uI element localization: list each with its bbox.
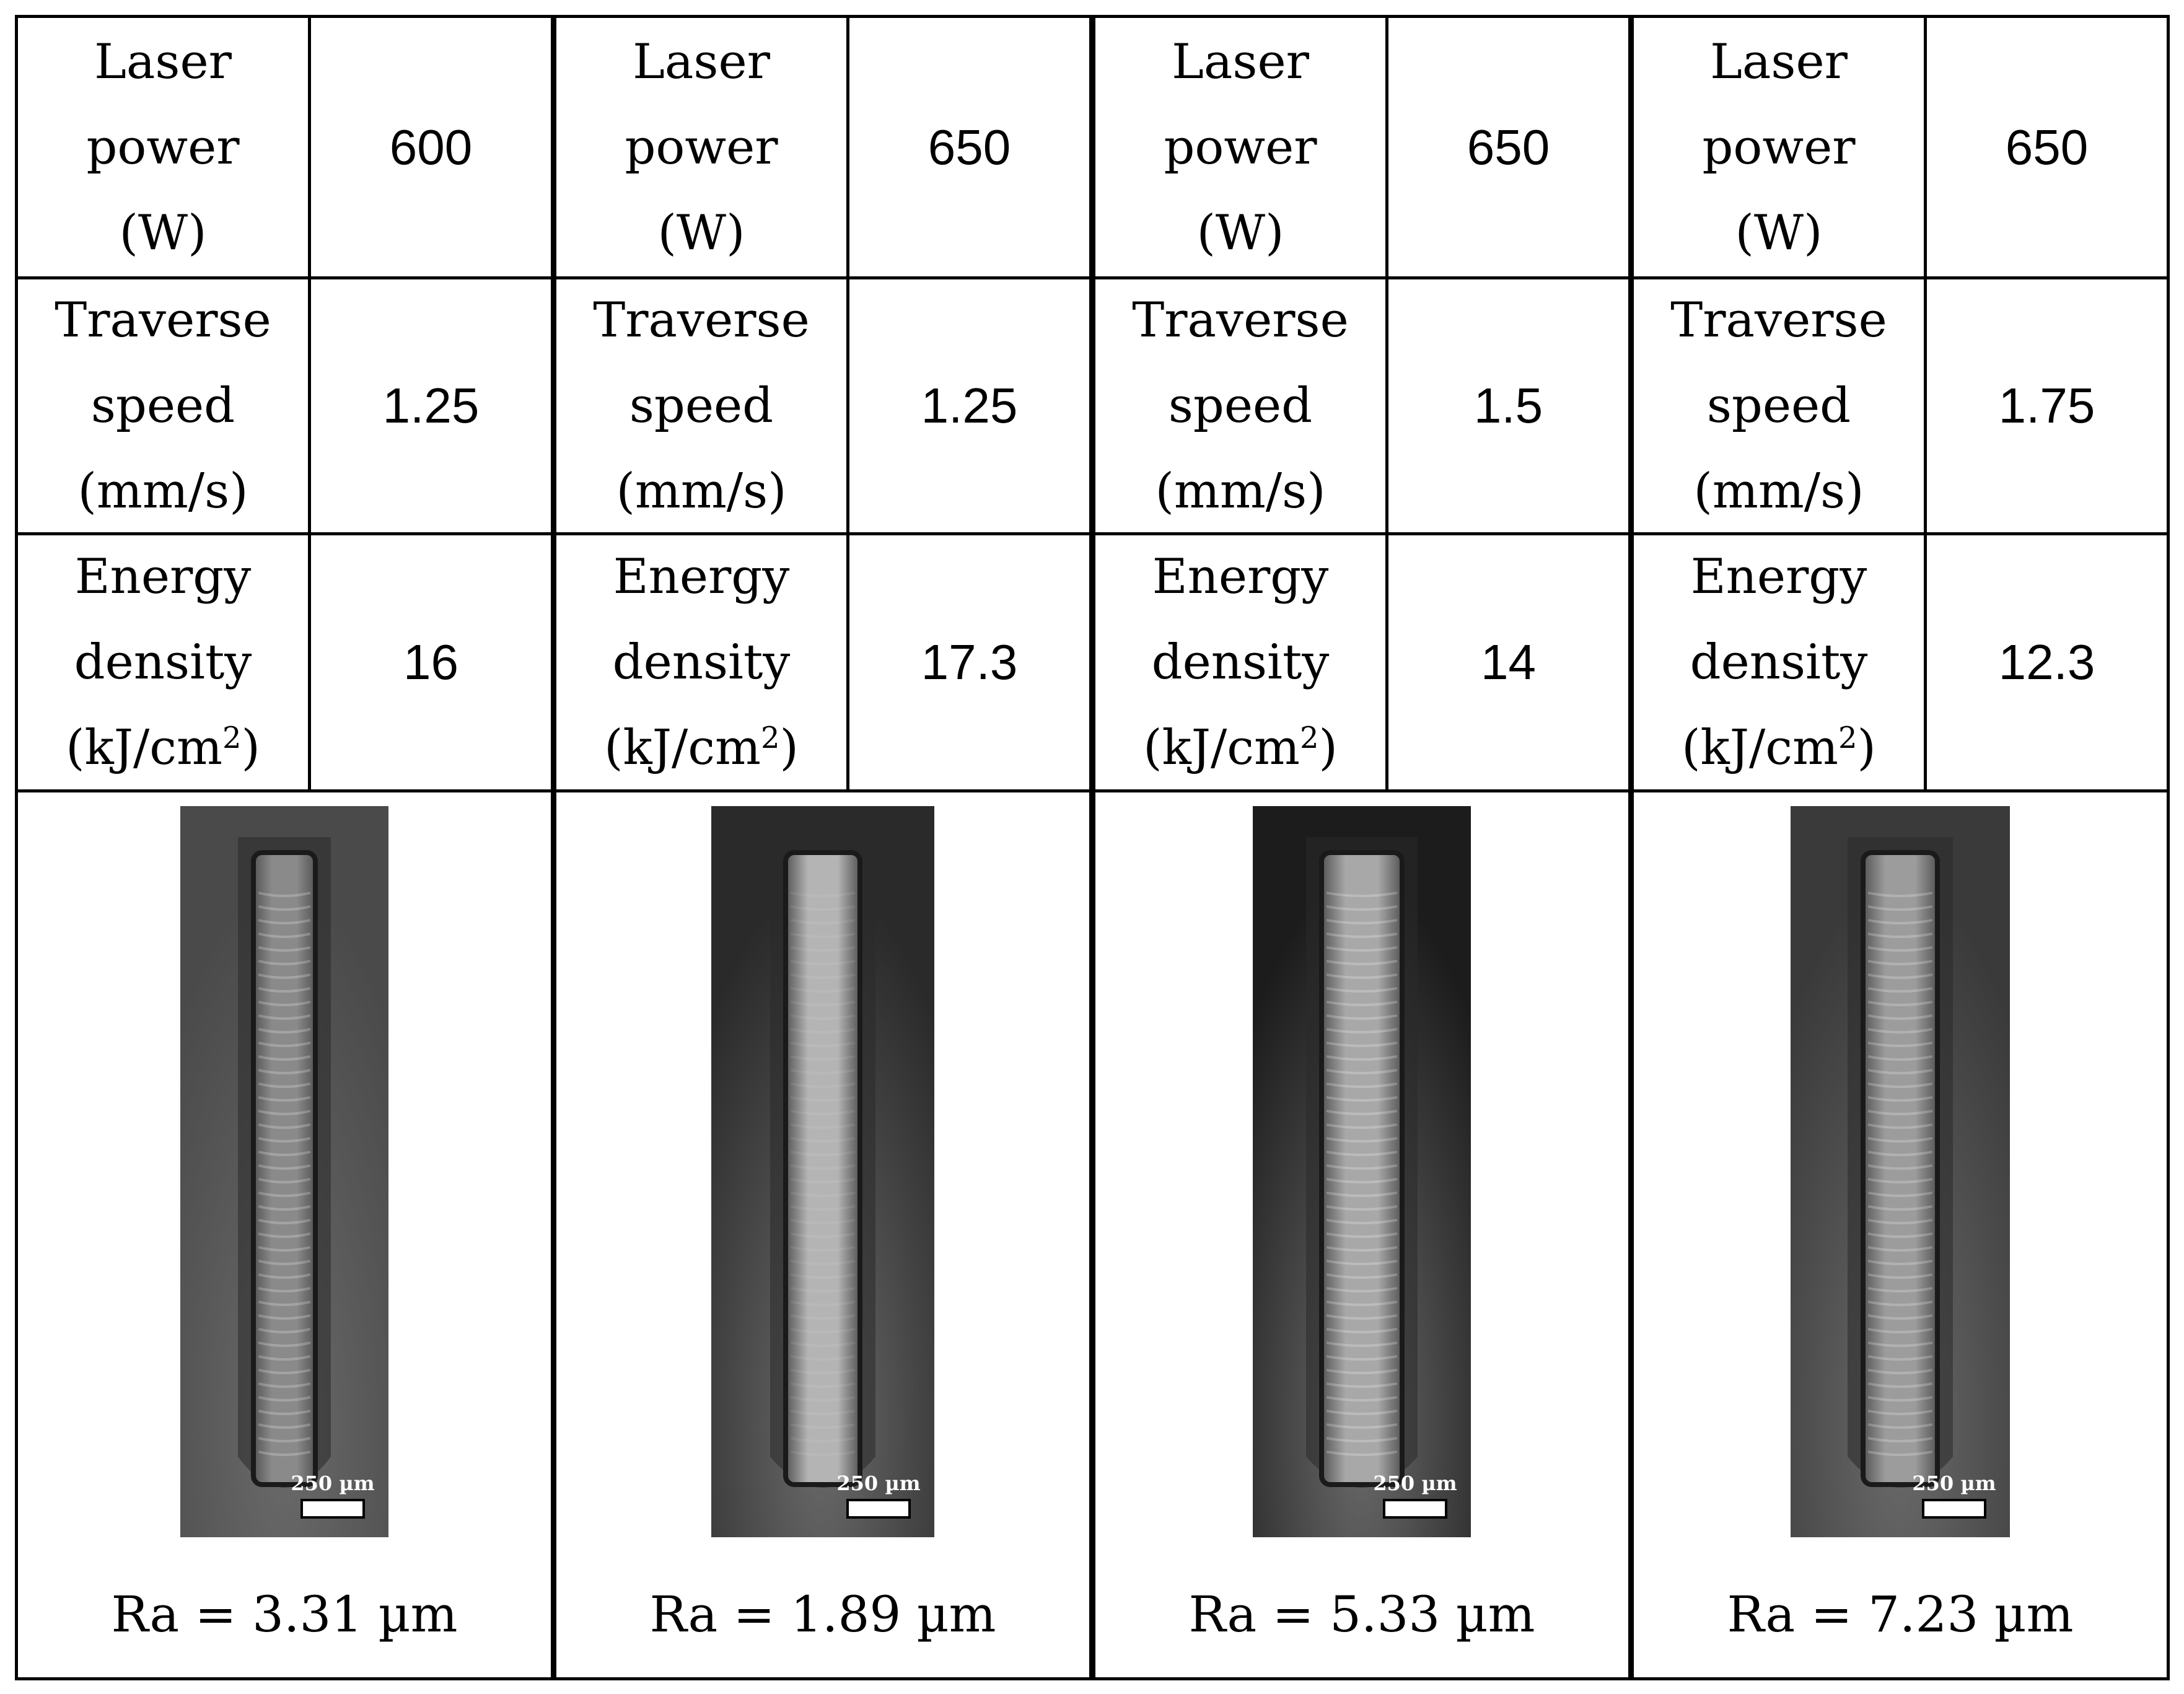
micrograph-row: 250 µm Ra = 5.33 µm <box>1095 792 1628 1683</box>
label-line: speed <box>629 378 774 434</box>
label-line: (kJ/cm2) <box>1682 720 1876 776</box>
label-line: speed <box>1706 378 1851 434</box>
label-line: (W) <box>1196 204 1284 261</box>
label-line: (W) <box>1735 204 1823 261</box>
traverse-speed-row: Traverse speed (mm/s) 1.25 <box>18 279 551 535</box>
traverse-speed-value: 1.25 <box>921 378 1018 433</box>
roughness-value: Ra = 7.23 µm <box>1727 1586 2074 1643</box>
sample-column: Laser power (W) 600 Traverse speed (mm/s) 1.25 E… <box>15 15 554 1680</box>
laser-power-row: Laser power (W) 650 <box>1634 18 2167 279</box>
label-line: Energy <box>1152 549 1329 605</box>
label-line: density <box>1690 634 1868 690</box>
traverse-speed-value: 1.75 <box>1998 378 2095 433</box>
label-line: speed <box>1168 378 1313 434</box>
laser-power-label: Laser power (W) <box>556 18 849 276</box>
traverse-speed-value: 1.5 <box>1473 378 1543 433</box>
micrograph-image: 250 µm <box>711 806 934 1537</box>
label-line: (mm/s) <box>616 463 787 519</box>
label-line: Energy <box>1690 549 1867 605</box>
energy-density-row: Energy density (kJ/cm2) 17.3 <box>556 535 1089 792</box>
label-line: Energy <box>613 549 790 605</box>
energy-density-row: Energy density (kJ/cm2) 12.3 <box>1634 535 2167 792</box>
sample-column: Laser power (W) 650 Traverse speed (mm/s) 1.75 E… <box>1631 15 2170 1680</box>
micrograph-image: 250 µm <box>1253 806 1471 1537</box>
label-line: Energy <box>74 549 252 605</box>
label-line: (mm/s) <box>1693 463 1864 519</box>
energy-density-label: Energy density (kJ/cm2) <box>18 535 311 789</box>
traverse-speed-label: Traverse speed (mm/s) <box>1095 279 1388 532</box>
laser-power-value: 600 <box>389 119 473 175</box>
laser-power-label: Laser power (W) <box>18 18 311 276</box>
micrograph-image: 250 µm <box>180 806 388 1537</box>
label-line: density <box>612 634 791 690</box>
scale-bar: 250 µm <box>291 1472 375 1519</box>
label-line: Traverse <box>593 292 810 348</box>
sample-column: Laser power (W) 650 Traverse speed (mm/s) 1.5 En… <box>1092 15 1631 1680</box>
label-line: Traverse <box>1670 292 1887 348</box>
traverse-speed-value: 1.25 <box>382 378 480 433</box>
label-line: (mm/s) <box>77 463 248 519</box>
label-line: (kJ/cm2) <box>66 720 260 776</box>
scale-bar-label: 250 µm <box>1912 1472 1996 1495</box>
energy-density-label: Energy density (kJ/cm2) <box>556 535 849 789</box>
traverse-speed-row: Traverse speed (mm/s) 1.5 <box>1095 279 1628 535</box>
laser-power-value: 650 <box>928 119 1011 175</box>
label-line: Laser <box>94 33 232 90</box>
scale-bar-label: 250 µm <box>291 1472 374 1495</box>
label-line: density <box>1151 634 1330 690</box>
label-line: speed <box>90 378 235 434</box>
label-line: density <box>74 634 252 690</box>
energy-density-label: Energy density (kJ/cm2) <box>1095 535 1388 789</box>
scale-bar: 250 µm <box>1373 1472 1457 1519</box>
scale-bar-label: 250 µm <box>1373 1472 1457 1495</box>
laser-power-value: 650 <box>2005 119 2089 175</box>
label-line: (W) <box>657 204 745 261</box>
energy-density-label: Energy density (kJ/cm2) <box>1634 535 1927 789</box>
micrograph-image: 250 µm <box>1791 806 2010 1537</box>
label-line: Laser <box>633 33 770 90</box>
traverse-speed-label: Traverse speed (mm/s) <box>1634 279 1927 532</box>
laser-power-value: 650 <box>1467 119 1550 175</box>
micrograph-row: 250 µm Ra = 1.89 µm <box>556 792 1089 1683</box>
roughness-value: Ra = 3.31 µm <box>111 1586 458 1643</box>
laser-power-row: Laser power (W) 650 <box>556 18 1089 279</box>
label-line: (mm/s) <box>1155 463 1326 519</box>
sample-column: Laser power (W) 650 Traverse speed (mm/s) 1.25 E… <box>553 15 1092 1680</box>
label-line: (W) <box>119 204 207 261</box>
roughness-value: Ra = 5.33 µm <box>1188 1586 1535 1643</box>
label-line: power <box>625 119 778 175</box>
label-line: power <box>86 119 240 175</box>
energy-density-value: 17.3 <box>921 634 1018 690</box>
energy-density-value: 16 <box>403 634 458 690</box>
laser-power-row: Laser power (W) 650 <box>1095 18 1628 279</box>
label-line: power <box>1164 119 1317 175</box>
label-line: (kJ/cm2) <box>1143 720 1338 776</box>
label-line: (kJ/cm2) <box>604 720 799 776</box>
label-line: Laser <box>1710 33 1848 90</box>
scale-bar-label: 250 µm <box>836 1472 920 1495</box>
energy-density-value: 14 <box>1481 634 1536 690</box>
label-line: Traverse <box>1132 292 1349 348</box>
label-line: Traverse <box>55 292 271 348</box>
traverse-speed-label: Traverse speed (mm/s) <box>556 279 849 532</box>
traverse-speed-row: Traverse speed (mm/s) 1.75 <box>1634 279 2167 535</box>
traverse-speed-row: Traverse speed (mm/s) 1.25 <box>556 279 1089 535</box>
roughness-value: Ra = 1.89 µm <box>649 1586 996 1643</box>
scale-bar: 250 µm <box>836 1472 921 1519</box>
micrograph-row: 250 µm Ra = 3.31 µm <box>18 792 551 1683</box>
label-line: Laser <box>1172 33 1309 90</box>
laser-power-label: Laser power (W) <box>1634 18 1927 276</box>
traverse-speed-label: Traverse speed (mm/s) <box>18 279 311 532</box>
label-line: power <box>1702 119 1856 175</box>
energy-density-value: 12.3 <box>1998 634 2095 690</box>
energy-density-row: Energy density (kJ/cm2) 16 <box>18 535 551 792</box>
scale-bar: 250 µm <box>1912 1472 1996 1519</box>
laser-power-label: Laser power (W) <box>1095 18 1388 276</box>
micrograph-row: 250 µm Ra = 7.23 µm <box>1634 792 2167 1683</box>
energy-density-row: Energy density (kJ/cm2) 14 <box>1095 535 1628 792</box>
laser-power-row: Laser power (W) 600 <box>18 18 551 279</box>
